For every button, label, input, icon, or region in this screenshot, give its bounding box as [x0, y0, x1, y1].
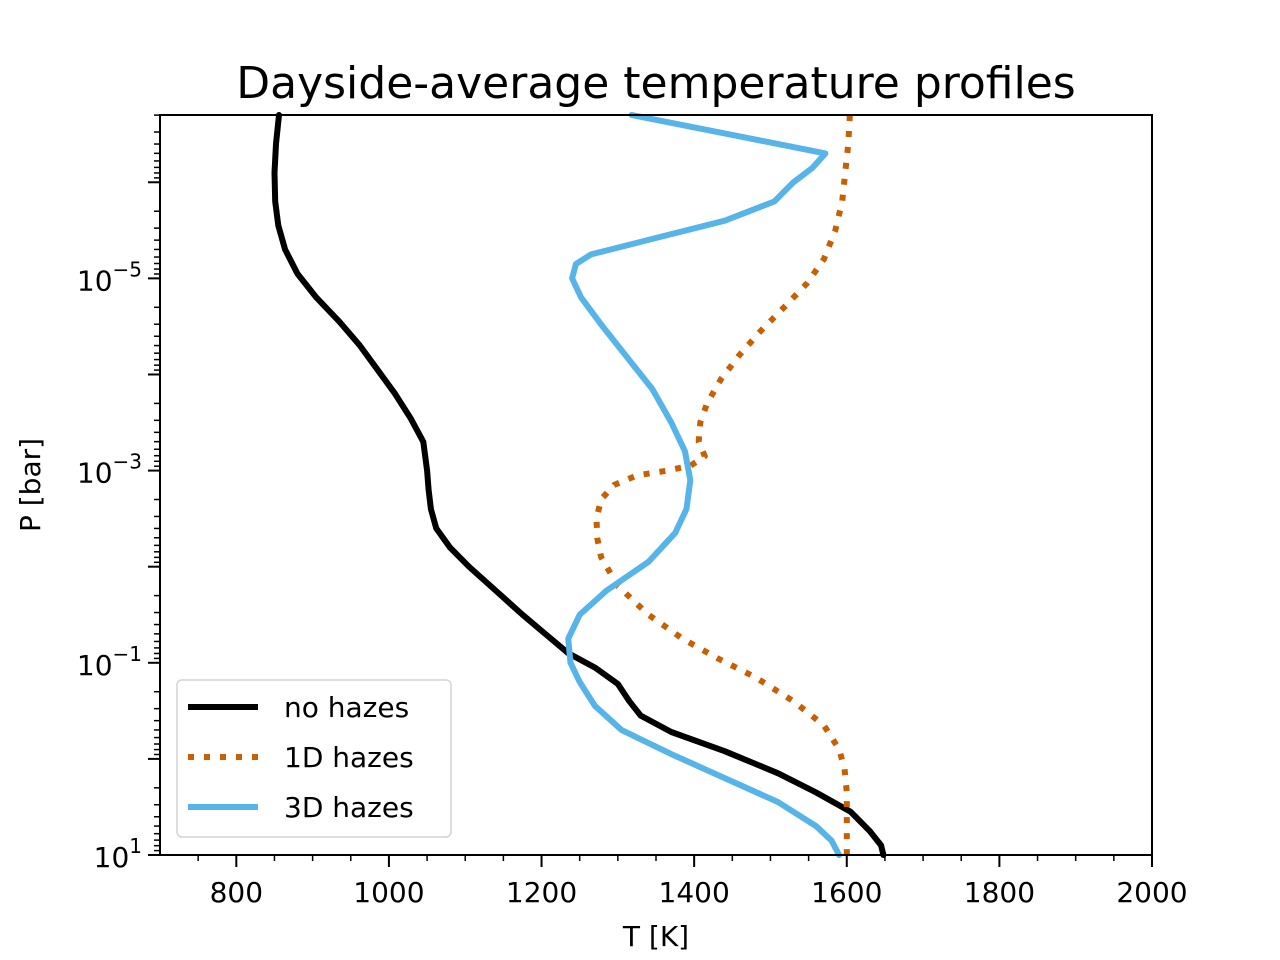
x-tick-label: 1800 — [964, 876, 1035, 909]
series-line-2 — [593, 114, 853, 855]
series-line-3 — [565, 112, 843, 858]
x-axis-label: T [K] — [622, 920, 689, 953]
legend-label-2: 1D hazes — [284, 741, 414, 774]
y-tick-label: 10−5 — [77, 257, 142, 297]
x-tick-label: 1600 — [811, 876, 882, 909]
x-tick-label: 1400 — [659, 876, 730, 909]
chart-title: Dayside-average temperature profiles — [236, 58, 1075, 109]
y-tick-label: 101 — [94, 834, 142, 874]
x-tick-label: 1200 — [506, 876, 577, 909]
y-tick-label: 10−3 — [77, 450, 142, 490]
legend: no hazes 1D hazes 3D hazes — [176, 679, 452, 838]
legend-label-3: 3D hazes — [284, 791, 414, 824]
x-tick-label: 800 — [210, 876, 263, 909]
series-layer — [271, 112, 887, 858]
series-line-1 — [271, 112, 887, 858]
x-tick-label: 2000 — [1116, 876, 1187, 909]
ticks-layer: 800 1000 1200 1400 1600 1800 2000 10−5 10−3 10−1 1… — [77, 114, 1188, 909]
y-axis-label: P [bar] — [14, 438, 47, 532]
x-tick-label: 1000 — [353, 876, 424, 909]
legend-box — [176, 679, 452, 838]
legend-label-1: no hazes — [284, 691, 409, 724]
plot-frame — [159, 114, 1153, 856]
y-tick-label: 10−1 — [77, 642, 142, 682]
